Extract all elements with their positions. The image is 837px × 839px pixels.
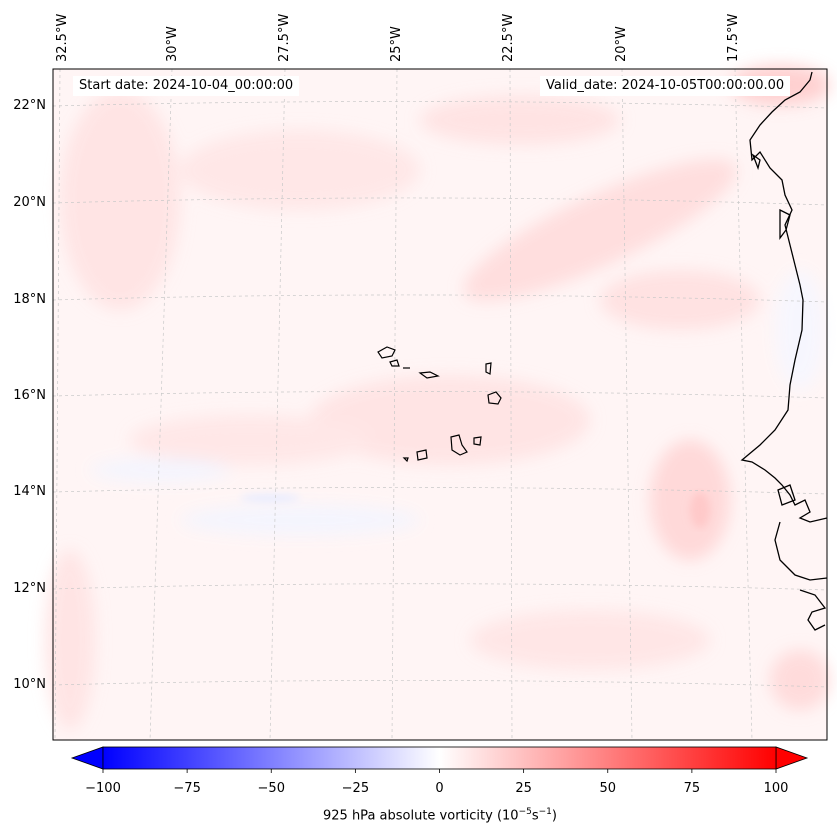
lon-label: 22.5°W [501, 13, 516, 62]
colorbar-tick-label: 100 [763, 781, 789, 796]
colorbar [70, 746, 809, 773]
lon-label: 20°W [614, 26, 629, 62]
colorbar-tick-label: 25 [515, 781, 532, 796]
coastlines [740, 71, 828, 631]
lat-label: 20°N [13, 195, 46, 210]
lon-label: 25°W [389, 26, 404, 62]
west-africa-coastline [740, 71, 828, 523]
map-frame [52, 68, 828, 741]
lat-label: 12°N [13, 581, 46, 596]
cape-verde-islands [377, 346, 502, 463]
vorticity-field [45, 65, 830, 740]
start-date-label: Start date: 2024-10-04_00:00:00 [73, 76, 300, 96]
colorbar-tick-label: 75 [683, 781, 701, 796]
colorbar-tick-label: −75 [173, 781, 201, 796]
colorbar-tick-label: 50 [599, 781, 617, 796]
colorbar-tick-label: 0 [435, 781, 444, 796]
colorbar-label: 925 hPa absolute vorticity (10−5s−1) [323, 807, 557, 824]
lon-label: 30°W [165, 26, 180, 62]
colorbar-tick-label: −100 [85, 781, 121, 796]
lat-label: 22°N [13, 98, 46, 113]
valid-date-label: Valid_date: 2024-10-05T00:00:00.00 [540, 76, 791, 96]
lon-label: 32.5°W [55, 13, 70, 62]
lat-label: 14°N [13, 484, 46, 499]
lat-label: 18°N [13, 292, 46, 307]
colorbar-tick-label: −50 [257, 781, 285, 796]
colorbar-tick-label: −25 [341, 781, 370, 796]
graticule [52, 68, 828, 741]
lat-label: 10°N [13, 677, 46, 692]
lon-label: 17.5°W [726, 13, 741, 62]
lat-label: 16°N [13, 388, 46, 403]
lon-label: 27.5°W [277, 13, 292, 62]
